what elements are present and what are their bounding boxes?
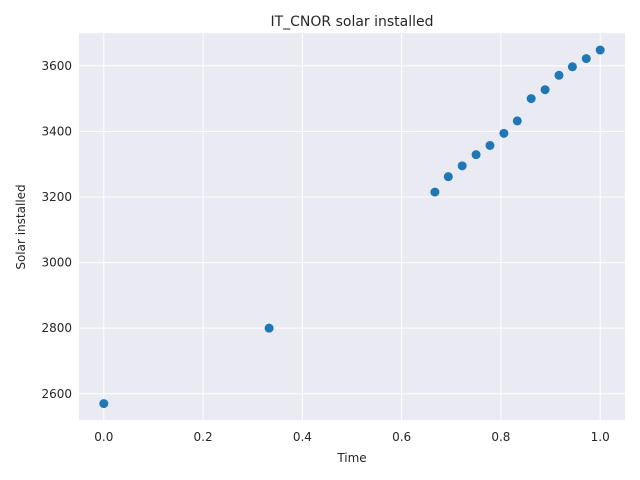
data-point <box>485 140 495 150</box>
x-tick-label: 0.6 <box>392 430 411 444</box>
data-point <box>526 94 536 104</box>
data-point <box>457 161 467 171</box>
y-tick-label: 3000 <box>41 256 72 270</box>
y-tick-label: 3200 <box>41 190 72 204</box>
data-point <box>554 70 564 80</box>
grid <box>79 33 625 420</box>
data-point <box>581 54 591 64</box>
data-point <box>99 399 109 409</box>
data-point <box>443 172 453 182</box>
x-tick-label: 1.0 <box>591 430 610 444</box>
data-point <box>512 116 522 126</box>
y-tick-label: 3400 <box>41 124 72 138</box>
data-point <box>567 62 577 72</box>
data-point <box>264 323 274 333</box>
data-point <box>430 187 440 197</box>
x-tick-label: 0.0 <box>94 430 113 444</box>
x-tick-label: 0.8 <box>491 430 510 444</box>
x-axis-ticks: 0.0 0.2 0.4 0.6 0.8 1.0 <box>94 430 609 444</box>
y-tick-label: 2800 <box>41 321 72 335</box>
data-points <box>99 45 605 409</box>
y-axis-ticks: 2600 2800 3000 3200 3400 3600 <box>41 59 72 401</box>
data-point <box>540 85 550 95</box>
y-tick-label: 2600 <box>41 387 72 401</box>
data-point <box>595 45 605 55</box>
data-point <box>499 128 509 138</box>
chart-title: IT_CNOR solar installed <box>270 14 433 30</box>
x-axis-label: Time <box>336 451 366 465</box>
data-point <box>471 150 481 160</box>
y-tick-label: 3600 <box>41 59 72 73</box>
x-tick-label: 0.2 <box>194 430 213 444</box>
x-tick-label: 0.4 <box>293 430 312 444</box>
y-axis-label: Solar installed <box>14 184 28 269</box>
